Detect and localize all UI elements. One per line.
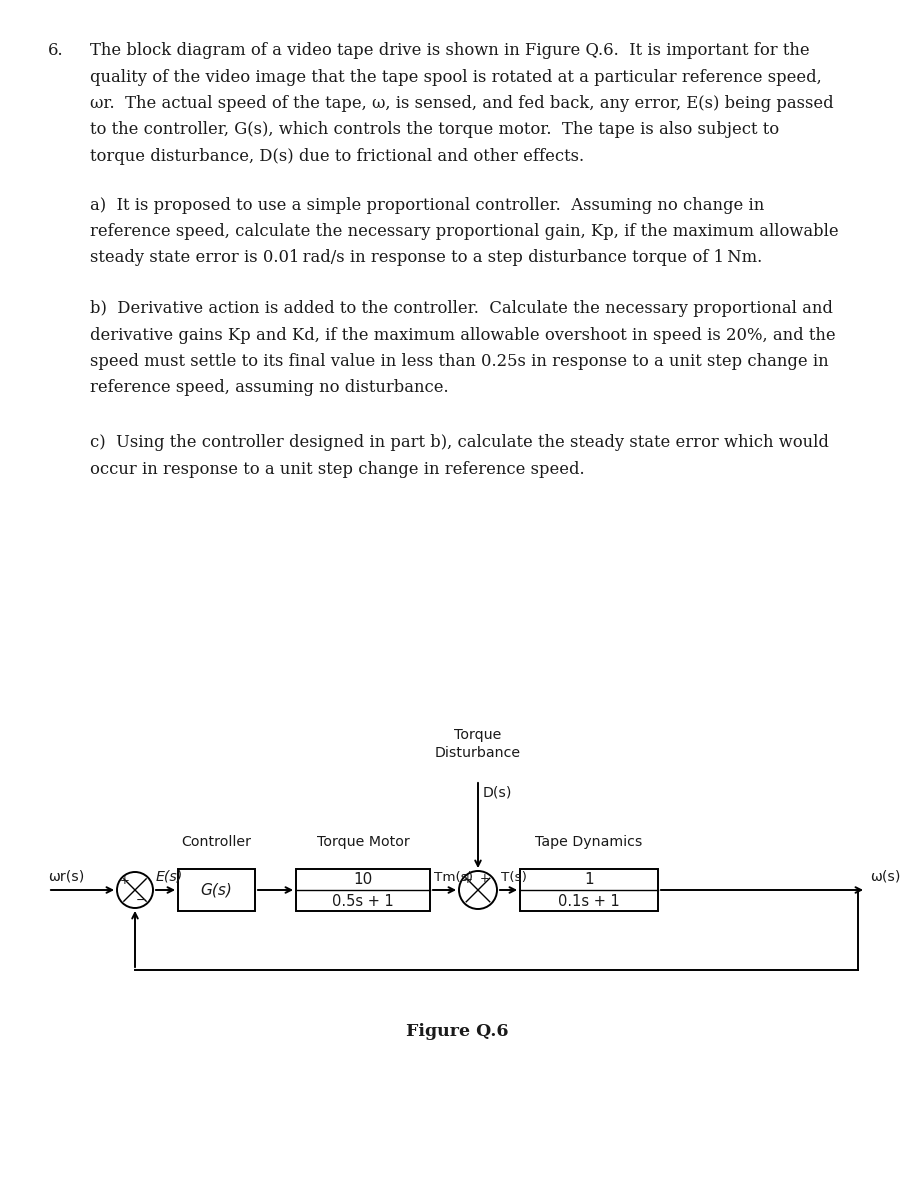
Text: D(s): D(s) bbox=[483, 786, 513, 800]
Text: ωr.  The actual speed of the tape, ω, is sensed, and fed back, any error, E(s) b: ωr. The actual speed of the tape, ω, is … bbox=[90, 95, 834, 112]
Text: 1: 1 bbox=[584, 872, 594, 888]
Text: Tape Dynamics: Tape Dynamics bbox=[536, 835, 643, 850]
Text: E(s): E(s) bbox=[156, 870, 183, 884]
Text: a)  It is proposed to use a simple proportional controller.  Assuming no change : a) It is proposed to use a simple propor… bbox=[90, 197, 764, 214]
Text: Torque Motor: Torque Motor bbox=[316, 835, 409, 850]
Text: reference speed, calculate the necessary proportional gain, Kp, if the maximum a: reference speed, calculate the necessary… bbox=[90, 223, 839, 240]
Text: occur in response to a unit step change in reference speed.: occur in response to a unit step change … bbox=[90, 461, 585, 478]
Text: T(s): T(s) bbox=[501, 871, 527, 884]
Text: torque disturbance, D(s) due to frictional and other effects.: torque disturbance, D(s) due to friction… bbox=[90, 148, 584, 164]
Text: G(s): G(s) bbox=[200, 882, 232, 898]
Text: b)  Derivative action is added to the controller.  Calculate the necessary propo: b) Derivative action is added to the con… bbox=[90, 300, 833, 317]
Text: Controller: Controller bbox=[182, 835, 251, 850]
Text: Figure Q.6: Figure Q.6 bbox=[406, 1024, 508, 1040]
Text: 10: 10 bbox=[354, 872, 373, 888]
Text: steady state error is 0.01 rad/s in response to a step disturbance torque of 1 N: steady state error is 0.01 rad/s in resp… bbox=[90, 250, 762, 266]
Text: quality of the video image that the tape spool is rotated at a particular refere: quality of the video image that the tape… bbox=[90, 68, 822, 85]
Text: +: + bbox=[480, 872, 490, 886]
Text: c)  Using the controller designed in part b), calculate the steady state error w: c) Using the controller designed in part… bbox=[90, 434, 829, 451]
Text: +: + bbox=[120, 874, 130, 887]
Text: speed must settle to its final value in less than 0.25s in response to a unit st: speed must settle to its final value in … bbox=[90, 353, 829, 370]
Text: derivative gains Kp and Kd, if the maximum allowable overshoot in speed is 20%, : derivative gains Kp and Kd, if the maxim… bbox=[90, 326, 835, 343]
Text: 0.5s + 1: 0.5s + 1 bbox=[332, 894, 394, 908]
Text: The block diagram of a video tape drive is shown in Figure Q.6.  It is important: The block diagram of a video tape drive … bbox=[90, 42, 810, 59]
Text: 0.1s + 1: 0.1s + 1 bbox=[558, 894, 620, 908]
Text: ω(s): ω(s) bbox=[870, 869, 900, 883]
Text: reference speed, assuming no disturbance.: reference speed, assuming no disturbance… bbox=[90, 379, 449, 396]
Text: ωr(s): ωr(s) bbox=[48, 869, 84, 883]
Text: to the controller, G(s), which controls the torque motor.  The tape is also subj: to the controller, G(s), which controls … bbox=[90, 121, 779, 138]
Text: Torque: Torque bbox=[454, 728, 502, 742]
Text: 6.: 6. bbox=[48, 42, 64, 59]
Text: +: + bbox=[462, 874, 473, 886]
Text: Disturbance: Disturbance bbox=[435, 746, 521, 760]
Text: −: − bbox=[136, 894, 146, 907]
Text: Tm(s): Tm(s) bbox=[434, 871, 473, 884]
